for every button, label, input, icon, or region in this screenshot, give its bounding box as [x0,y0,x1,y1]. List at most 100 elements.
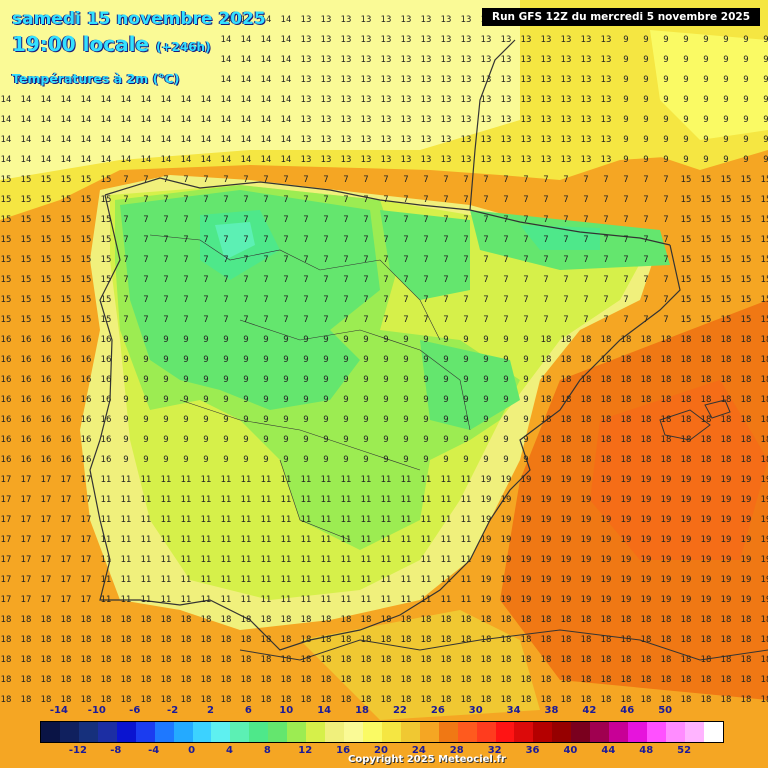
svg-text:9: 9 [123,375,128,385]
svg-text:18: 18 [681,415,692,425]
svg-text:18: 18 [381,655,392,665]
svg-text:9: 9 [483,375,488,385]
svg-text:18: 18 [601,615,612,625]
svg-text:13: 13 [441,35,452,45]
svg-text:9: 9 [743,155,748,165]
svg-text:14: 14 [201,155,212,165]
svg-text:19: 19 [541,595,552,605]
svg-text:18: 18 [441,635,452,645]
svg-text:19: 19 [701,515,712,525]
svg-text:18: 18 [321,635,332,645]
svg-text:18: 18 [601,455,612,465]
svg-text:13: 13 [561,95,572,105]
svg-text:9: 9 [143,355,148,365]
svg-text:15: 15 [741,275,752,285]
svg-text:17: 17 [61,595,72,605]
svg-text:18: 18 [121,695,132,705]
svg-text:19: 19 [641,495,652,505]
svg-text:19: 19 [741,475,752,485]
svg-text:11: 11 [181,575,192,585]
svg-text:11: 11 [201,575,212,585]
svg-text:11: 11 [341,515,352,525]
svg-text:9: 9 [523,395,528,405]
svg-text:19: 19 [741,555,752,565]
svg-text:7: 7 [603,175,608,185]
svg-text:16: 16 [21,455,32,465]
svg-text:13: 13 [521,115,532,125]
svg-text:15: 15 [21,235,32,245]
svg-text:18: 18 [121,635,132,645]
svg-text:9: 9 [683,75,688,85]
svg-text:14: 14 [141,115,152,125]
svg-text:9: 9 [523,355,528,365]
svg-text:18: 18 [421,615,432,625]
svg-text:18: 18 [741,415,752,425]
svg-text:18: 18 [101,655,112,665]
svg-text:18: 18 [341,655,352,665]
svg-text:14: 14 [101,95,112,105]
svg-text:9: 9 [243,355,248,365]
svg-text:9: 9 [223,415,228,425]
svg-text:11: 11 [181,515,192,525]
svg-text:11: 11 [341,555,352,565]
legend-label-top: 18 [355,705,370,716]
svg-text:18: 18 [521,695,532,705]
svg-text:9: 9 [463,375,468,385]
svg-text:17: 17 [1,515,12,525]
legend-label-bottom: 0 [188,745,196,756]
svg-text:17: 17 [61,555,72,565]
svg-text:15: 15 [81,175,92,185]
svg-text:15: 15 [41,215,52,225]
svg-text:18: 18 [681,435,692,445]
svg-text:9: 9 [323,355,328,365]
svg-text:15: 15 [1,175,12,185]
svg-text:18: 18 [301,695,312,705]
svg-text:15: 15 [721,195,732,205]
svg-text:18: 18 [541,695,552,705]
svg-text:7: 7 [223,175,228,185]
svg-text:11: 11 [261,475,272,485]
svg-text:18: 18 [761,635,768,645]
svg-text:13: 13 [481,35,492,45]
svg-text:19: 19 [541,575,552,585]
svg-text:15: 15 [761,295,768,305]
svg-text:7: 7 [343,295,348,305]
svg-text:18: 18 [561,455,572,465]
svg-text:11: 11 [301,575,312,585]
svg-text:17: 17 [1,555,12,565]
svg-text:9: 9 [763,155,768,165]
svg-text:9: 9 [323,395,328,405]
svg-text:7: 7 [303,275,308,285]
svg-text:18: 18 [321,675,332,685]
svg-text:7: 7 [523,235,528,245]
svg-text:19: 19 [681,475,692,485]
svg-text:18: 18 [41,655,52,665]
svg-text:7: 7 [663,235,668,245]
svg-text:11: 11 [241,515,252,525]
svg-text:9: 9 [623,35,628,45]
svg-text:19: 19 [621,495,632,505]
legend-label-bottom: 44 [601,745,616,756]
svg-text:13: 13 [421,55,432,65]
svg-text:18: 18 [161,675,172,685]
svg-text:7: 7 [143,315,148,325]
svg-text:15: 15 [681,235,692,245]
svg-text:13: 13 [361,15,372,25]
svg-text:7: 7 [163,175,168,185]
svg-text:9: 9 [763,95,768,105]
svg-text:7: 7 [503,215,508,225]
svg-text:7: 7 [363,175,368,185]
svg-text:16: 16 [41,435,52,445]
svg-text:13: 13 [441,75,452,85]
svg-text:18: 18 [541,335,552,345]
svg-text:18: 18 [41,615,52,625]
svg-text:18: 18 [281,695,292,705]
svg-text:7: 7 [623,295,628,305]
svg-text:7: 7 [283,215,288,225]
svg-text:15: 15 [761,275,768,285]
svg-text:11: 11 [441,575,452,585]
svg-text:18: 18 [701,435,712,445]
svg-text:9: 9 [723,75,728,85]
svg-text:18: 18 [561,355,572,365]
svg-text:18: 18 [741,355,752,365]
